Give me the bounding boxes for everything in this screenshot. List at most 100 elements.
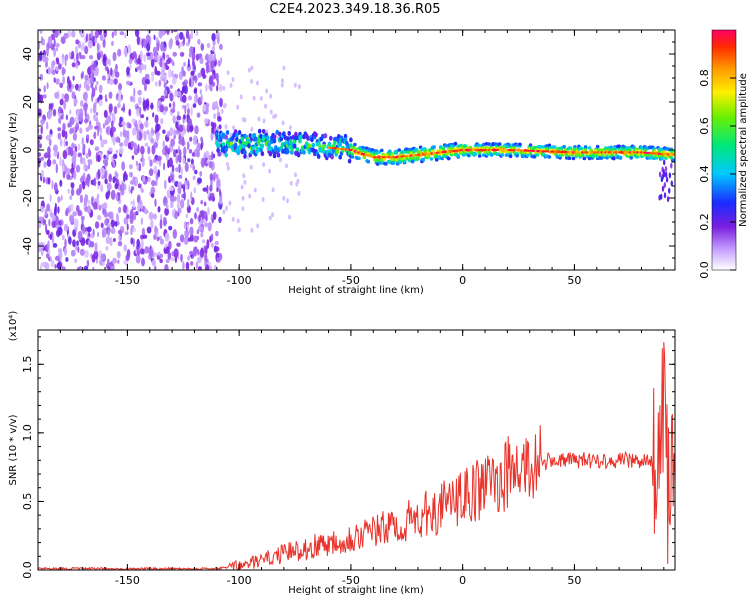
signal-cell bbox=[467, 153, 471, 158]
noise-blob bbox=[145, 78, 150, 85]
noise-blob bbox=[268, 168, 272, 174]
noise-blob bbox=[123, 244, 127, 252]
noise-blob bbox=[124, 170, 127, 178]
noise-blob bbox=[125, 80, 131, 86]
noise-blob bbox=[133, 211, 137, 221]
noise-blob bbox=[160, 118, 164, 125]
noise-blob bbox=[212, 211, 217, 221]
noise-blob bbox=[156, 70, 161, 76]
noise-blob bbox=[222, 209, 226, 215]
noise-blob bbox=[197, 38, 201, 45]
noise-blob bbox=[70, 203, 74, 212]
noise-blob bbox=[189, 46, 194, 55]
noise-blob bbox=[67, 122, 71, 128]
noise-blob bbox=[44, 208, 48, 216]
signal-cell bbox=[599, 156, 604, 160]
signal-cell bbox=[314, 132, 318, 138]
noise-blob bbox=[141, 38, 144, 49]
noise-blob bbox=[129, 64, 132, 71]
snr-x-ticks: -150 -100 -50 0 50 bbox=[37, 330, 665, 587]
signal-cell bbox=[272, 153, 277, 159]
spectrogram-y-ticks: 40 20 0 -20 -40 bbox=[21, 29, 675, 271]
signal-cell bbox=[329, 135, 333, 141]
noise-blob bbox=[209, 85, 213, 92]
noise-blob bbox=[110, 265, 115, 270]
noise-blob bbox=[185, 103, 190, 109]
noise-blob bbox=[214, 264, 217, 270]
noise-blob bbox=[143, 54, 147, 62]
noise-blob bbox=[121, 121, 126, 126]
colorbar-tick-label: 0.0 bbox=[698, 261, 711, 279]
noise-blob bbox=[77, 267, 80, 270]
noise-blob bbox=[214, 171, 217, 178]
noise-blob bbox=[180, 253, 183, 263]
noise-blob bbox=[280, 82, 284, 88]
noise-blob bbox=[122, 204, 127, 214]
signal-cell bbox=[628, 147, 632, 152]
noise-blob bbox=[121, 182, 125, 192]
noise-blob bbox=[210, 233, 214, 242]
noise-blob bbox=[175, 149, 179, 154]
noise-blob bbox=[54, 264, 57, 269]
signal-cell bbox=[353, 142, 357, 147]
noise-blob bbox=[211, 33, 216, 42]
noise-blob bbox=[218, 216, 222, 224]
noise-blob bbox=[45, 223, 48, 233]
signal-cell bbox=[283, 135, 288, 140]
noise-blob bbox=[111, 126, 117, 133]
noise-blob bbox=[103, 211, 109, 218]
noise-blob bbox=[51, 180, 54, 190]
noise-blob bbox=[64, 94, 69, 103]
noise-blob bbox=[94, 66, 99, 75]
noise-blob bbox=[117, 241, 123, 247]
noise-blob bbox=[280, 78, 284, 84]
signal-cell bbox=[233, 142, 238, 148]
noise-blob bbox=[193, 235, 199, 243]
noise-blob bbox=[145, 34, 150, 42]
noise-blob bbox=[39, 30, 43, 35]
noise-blob bbox=[114, 221, 118, 227]
noise-blob bbox=[43, 219, 47, 226]
signal-cell bbox=[660, 156, 664, 161]
noise-blob bbox=[208, 161, 213, 169]
noise-blob bbox=[182, 70, 186, 77]
noise-blob bbox=[195, 30, 199, 36]
noise-blob bbox=[189, 226, 194, 236]
noise-blob bbox=[129, 172, 132, 178]
signal-cell bbox=[380, 148, 384, 153]
noise-blob bbox=[208, 53, 213, 62]
signal-cell bbox=[663, 159, 666, 166]
noise-blob bbox=[172, 229, 177, 239]
noise-blob bbox=[46, 82, 49, 90]
signal-cell bbox=[567, 156, 572, 160]
noise-blob bbox=[78, 112, 83, 122]
noise-blob bbox=[214, 241, 219, 246]
noise-blob bbox=[128, 123, 132, 129]
noise-blob bbox=[40, 265, 42, 270]
noise-blob bbox=[175, 35, 179, 42]
noise-blob bbox=[193, 187, 196, 194]
noise-blob bbox=[168, 39, 173, 50]
signal-cell bbox=[662, 168, 665, 175]
noise-blob bbox=[164, 207, 170, 216]
noise-blob bbox=[117, 192, 121, 197]
noise-blob bbox=[61, 128, 66, 138]
noise-blob bbox=[248, 193, 252, 199]
noise-blob bbox=[184, 180, 188, 186]
signal-cell bbox=[583, 148, 588, 153]
signal-cell bbox=[528, 151, 533, 156]
noise-blob bbox=[210, 121, 214, 127]
x-tick-label: -150 bbox=[115, 574, 140, 587]
noise-blob bbox=[194, 212, 197, 220]
noise-blob bbox=[69, 147, 74, 157]
noise-blob bbox=[109, 78, 114, 86]
signal-cell bbox=[337, 134, 341, 139]
signal-band bbox=[215, 128, 675, 203]
noise-blob bbox=[42, 94, 47, 99]
noise-blob bbox=[184, 162, 189, 173]
noise-blob bbox=[169, 92, 174, 102]
noise-blob bbox=[40, 156, 44, 161]
signal-cell bbox=[219, 137, 223, 143]
signal-cell bbox=[664, 166, 668, 172]
noise-blob bbox=[45, 60, 48, 68]
